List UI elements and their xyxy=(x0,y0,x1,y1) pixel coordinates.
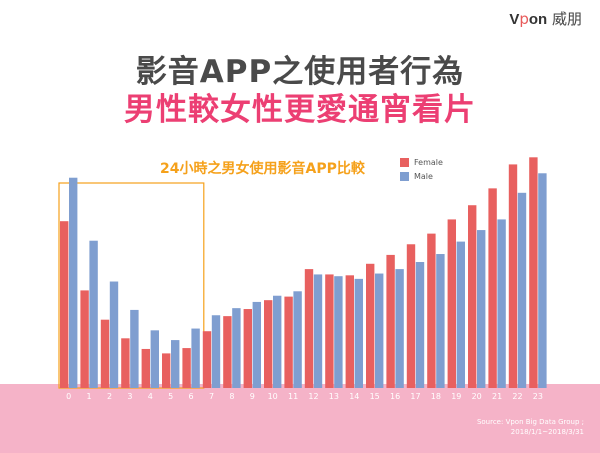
legend-item-male: Male xyxy=(400,169,443,183)
x-tick-label: 2 xyxy=(107,392,112,401)
footer-band xyxy=(0,384,600,453)
bar-female-7 xyxy=(202,331,212,388)
legend-swatch-male xyxy=(400,171,409,181)
bar-female-12 xyxy=(304,269,314,388)
bar-male-0 xyxy=(69,177,78,388)
bar-female-19 xyxy=(447,219,456,388)
source-line-1: Source: Vpon Big Data Group ; xyxy=(476,418,584,426)
bar-female-11 xyxy=(284,296,293,388)
x-tick-label: 5 xyxy=(168,392,173,401)
bar-female-23 xyxy=(529,157,538,388)
bar-male-20 xyxy=(477,230,486,388)
bar-male-7 xyxy=(211,315,221,388)
bar-male-14 xyxy=(354,278,363,388)
vpon-logo: Vpon 威朋 xyxy=(509,10,582,28)
bar-female-10 xyxy=(264,300,273,388)
x-tick-label: 13 xyxy=(329,392,339,401)
bar-female-8 xyxy=(223,316,232,388)
brand-cn: 威朋 xyxy=(551,10,582,28)
bar-male-10 xyxy=(273,295,282,388)
bar-male-1 xyxy=(89,240,98,388)
x-tick-label: 9 xyxy=(250,392,255,401)
bar-male-22 xyxy=(517,192,527,388)
bar-female-2 xyxy=(100,319,110,388)
x-tick-label: 4 xyxy=(148,392,153,401)
bar-female-13 xyxy=(325,274,334,388)
bar-female-0 xyxy=(60,221,69,388)
legend-item-female: Female xyxy=(400,155,443,169)
x-tick-label: 19 xyxy=(451,392,461,401)
x-tick-label: 18 xyxy=(431,392,441,401)
source-line-2: 2018/1/1~2018/3/31 xyxy=(510,428,584,436)
x-tick-label: 12 xyxy=(308,392,318,401)
bar-female-5 xyxy=(162,353,171,388)
bar-female-15 xyxy=(366,263,375,388)
page-title: 影音APP之使用者行為 xyxy=(135,54,465,90)
bar-female-16 xyxy=(386,254,395,388)
bar-male-17 xyxy=(415,262,425,388)
chart-title: 24小時之男女使用影音APP比較 xyxy=(160,161,365,177)
bar-male-8 xyxy=(232,308,241,388)
legend-swatch-female xyxy=(400,157,409,167)
x-tick-label: 20 xyxy=(472,392,482,401)
x-tick-label: 1 xyxy=(87,392,92,401)
bar-male-12 xyxy=(313,274,323,388)
x-tick-label: 6 xyxy=(189,392,194,401)
bar-male-4 xyxy=(150,330,159,388)
x-tick-label: 3 xyxy=(127,392,132,401)
bar-female-6 xyxy=(182,348,191,388)
bar-female-17 xyxy=(406,244,416,388)
bar-female-4 xyxy=(141,348,150,388)
bar-female-14 xyxy=(345,275,354,388)
bar-male-11 xyxy=(293,291,302,388)
bar-female-18 xyxy=(427,233,436,388)
bar-male-3 xyxy=(130,309,139,388)
bar-female-21 xyxy=(488,188,497,388)
bar-female-9 xyxy=(243,309,252,388)
x-tick-label: 17 xyxy=(410,392,420,401)
bar-male-19 xyxy=(456,241,465,388)
bar-female-20 xyxy=(468,205,477,388)
x-tick-label: 16 xyxy=(390,392,400,401)
x-tick-label: 21 xyxy=(492,392,502,401)
x-tick-label: 22 xyxy=(512,392,522,401)
legend-label-female: Female xyxy=(414,157,443,167)
bar-male-21 xyxy=(497,219,506,388)
source-note: Source: Vpon Big Data Group ; 2018/1/1~2… xyxy=(477,417,584,437)
x-tick-label: 11 xyxy=(288,392,298,401)
chart-legend: Female Male xyxy=(400,155,443,183)
x-tick-label: 10 xyxy=(268,392,278,401)
x-tick-label: 0 xyxy=(66,392,71,401)
bar-male-18 xyxy=(436,254,445,388)
bar-male-16 xyxy=(395,269,404,388)
bar-male-23 xyxy=(538,173,547,388)
x-tick-label: 8 xyxy=(229,392,234,401)
bar-female-3 xyxy=(121,338,130,388)
x-tick-label: 14 xyxy=(349,392,359,401)
bar-male-15 xyxy=(375,273,384,388)
x-tick-label: 23 xyxy=(533,392,543,401)
page-subtitle: 男性較女性更愛通宵看片 xyxy=(124,92,476,128)
bar-male-13 xyxy=(334,276,343,388)
bar-male-9 xyxy=(252,301,261,388)
bar-male-6 xyxy=(191,328,200,388)
bar-female-22 xyxy=(508,164,518,388)
legend-label-male: Male xyxy=(414,171,433,181)
x-tick-label: 15 xyxy=(370,392,380,401)
bar-male-2 xyxy=(109,281,119,388)
bar-female-1 xyxy=(80,290,89,388)
bar-male-5 xyxy=(171,340,180,388)
x-tick-label: 7 xyxy=(209,392,214,401)
